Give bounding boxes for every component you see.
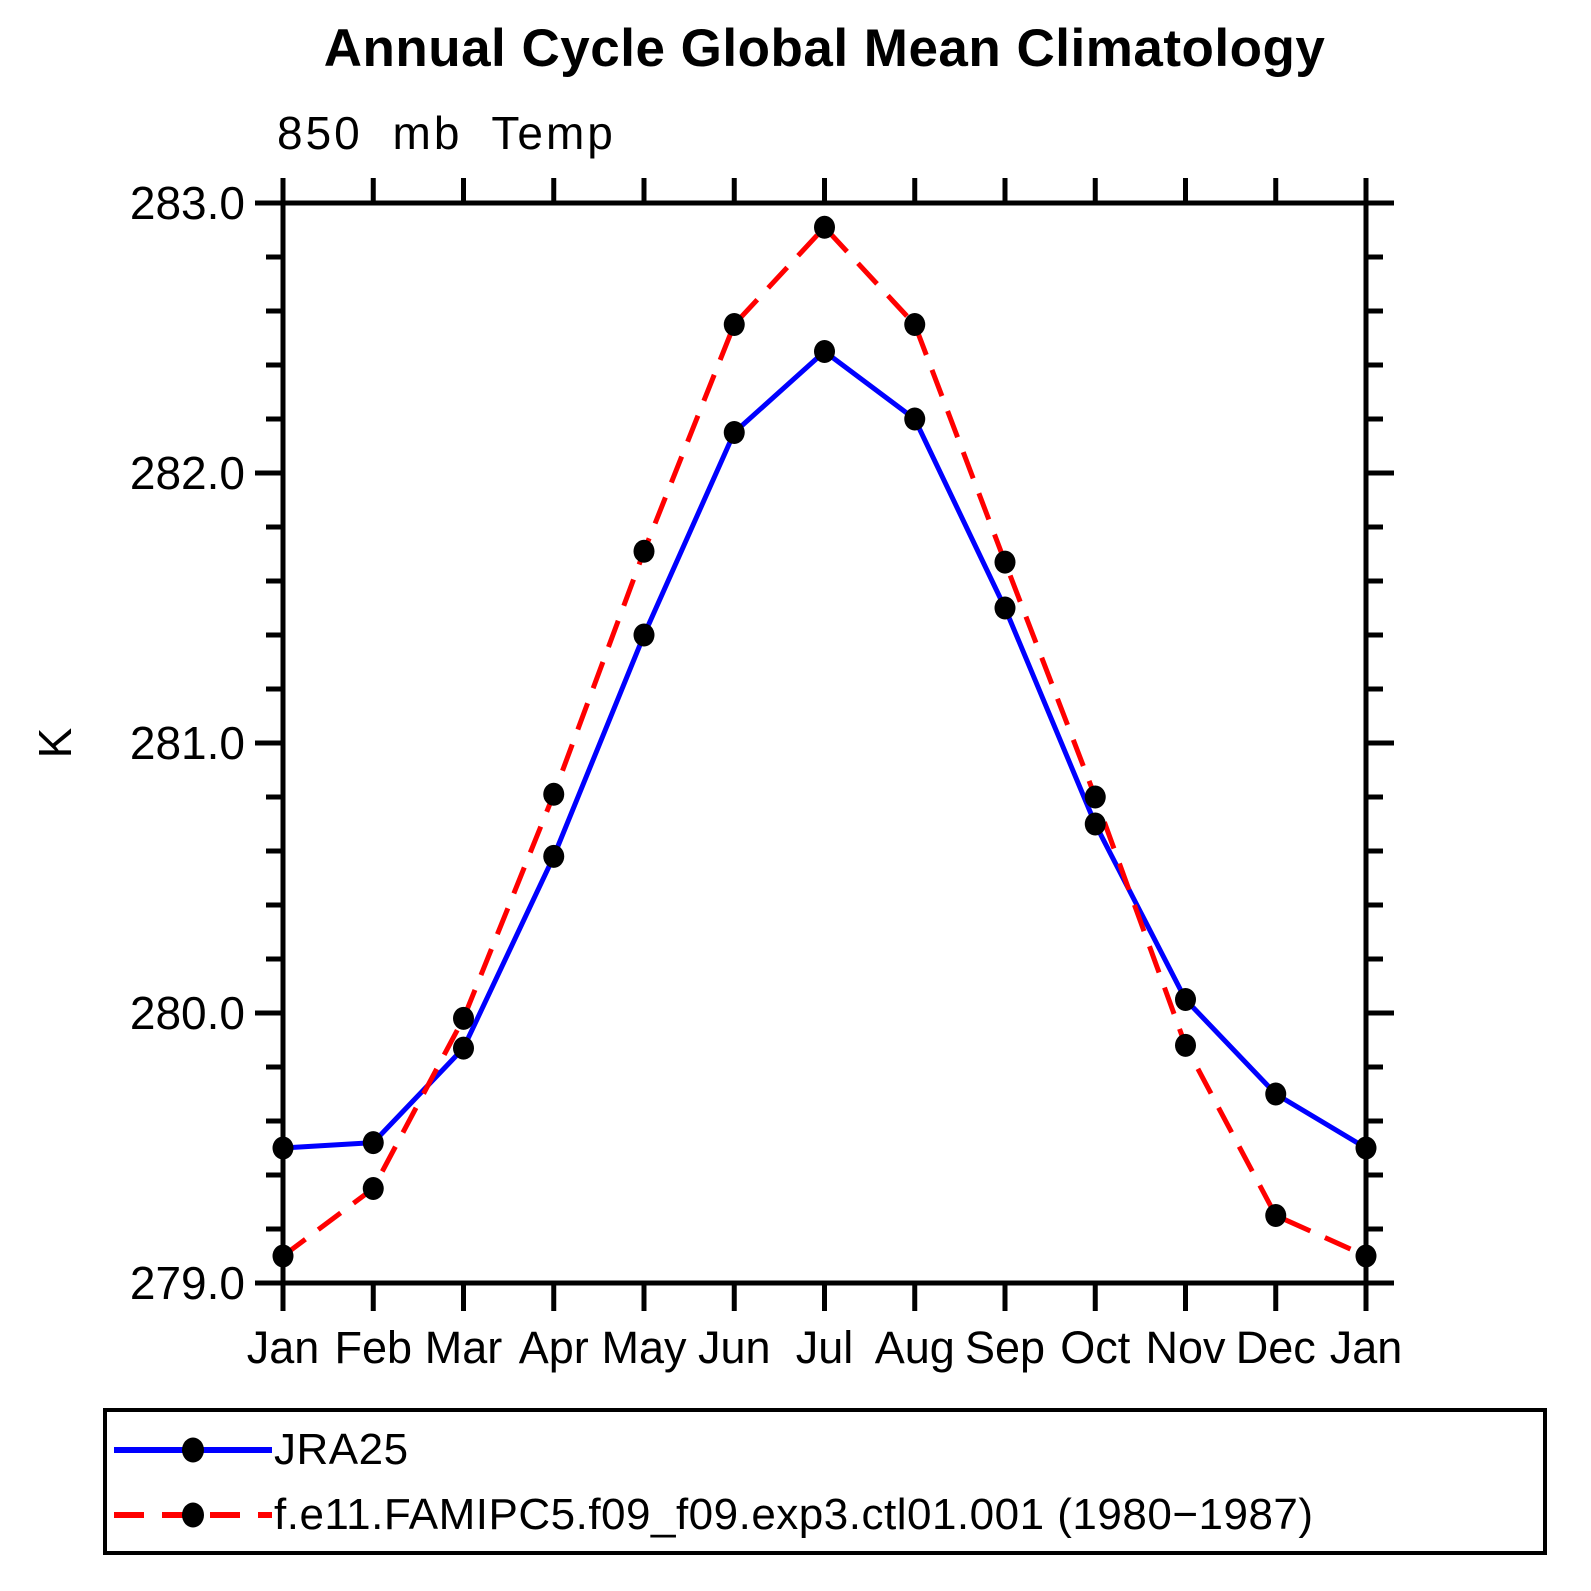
data-point-marker-1 xyxy=(904,313,926,336)
x-axis-month-label: Jan xyxy=(247,1322,320,1373)
x-axis-month-label: Sep xyxy=(965,1322,1045,1373)
y-axis-tick-label: 282.0 xyxy=(130,447,245,499)
legend-label-model: f.e11.FAMIPC5.f09_f09.exp3.ctl01.001 (19… xyxy=(274,1490,1314,1539)
data-point-marker-1 xyxy=(543,782,565,806)
data-point-marker-1 xyxy=(994,550,1016,574)
x-axis-month-label: Aug xyxy=(875,1322,955,1373)
legend-marker-sample xyxy=(182,1437,204,1463)
data-point-marker-0 xyxy=(1355,1136,1377,1160)
data-point-marker-1 xyxy=(453,1006,474,1030)
legend-item-jra25: JRA25 xyxy=(112,1428,409,1472)
legend-box: JRA25 f.e11.FAMIPC5.f09_f09.exp3.ctl01.0… xyxy=(103,1408,1547,1555)
y-axis-tick-label: 279.0 xyxy=(130,1257,245,1309)
y-axis-tick-label: 280.0 xyxy=(130,987,245,1039)
data-point-marker-1 xyxy=(633,539,655,563)
data-point-marker-1 xyxy=(1355,1244,1377,1268)
data-point-marker-0 xyxy=(1175,988,1196,1011)
data-point-marker-1 xyxy=(272,1244,294,1268)
data-point-marker-1 xyxy=(1175,1033,1196,1057)
data-point-marker-0 xyxy=(723,421,745,444)
x-axis-month-label: Jan xyxy=(1330,1322,1403,1373)
legend-item-model: f.e11.FAMIPC5.f09_f09.exp3.ctl01.001 (19… xyxy=(112,1493,1314,1537)
data-point-marker-0 xyxy=(904,407,926,431)
x-axis-month-label: Apr xyxy=(519,1322,589,1373)
data-point-marker-0 xyxy=(814,340,835,363)
data-point-marker-1 xyxy=(362,1177,384,1200)
legend-swatch-jra25 xyxy=(114,1437,272,1463)
legend-swatch-model xyxy=(114,1502,272,1528)
data-point-marker-0 xyxy=(543,844,565,868)
data-point-marker-1 xyxy=(814,215,835,239)
chart-subtitle: 850 mb Temp xyxy=(277,107,616,159)
series-line-1 xyxy=(281,224,1368,1259)
series-line-0 xyxy=(282,349,1368,1151)
data-point-marker-0 xyxy=(633,623,655,647)
axis-box xyxy=(280,200,1369,1286)
data-point-marker-1 xyxy=(723,313,745,336)
legend-label-jra25: JRA25 xyxy=(274,1425,409,1474)
data-point-marker-0 xyxy=(272,1136,294,1160)
data-point-marker-1 xyxy=(1265,1204,1287,1227)
x-axis-month-label: Jul xyxy=(796,1322,854,1373)
y-axis-tick-label: 281.0 xyxy=(130,717,245,769)
x-axis-month-label: Jun xyxy=(698,1322,771,1373)
x-axis-month-label: Feb xyxy=(334,1322,412,1373)
x-axis-month-label: Dec xyxy=(1236,1322,1316,1373)
chart-title: Annual Cycle Global Mean Climatology xyxy=(323,19,1326,78)
data-point-marker-0 xyxy=(1084,812,1106,836)
x-axis-month-label: Nov xyxy=(1145,1322,1226,1373)
x-axis-month-label: Mar xyxy=(425,1322,503,1373)
data-point-marker-1 xyxy=(1084,785,1106,809)
data-point-marker-0 xyxy=(453,1036,474,1060)
y-axis-tick-label: 283.0 xyxy=(130,177,245,229)
data-point-marker-0 xyxy=(362,1131,384,1155)
data-point-marker-0 xyxy=(1265,1082,1287,1106)
x-axis-month-label: Oct xyxy=(1060,1322,1131,1373)
data-point-marker-0 xyxy=(994,596,1016,620)
x-axis-month-label: May xyxy=(601,1322,687,1373)
legend-marker-sample xyxy=(182,1502,204,1528)
